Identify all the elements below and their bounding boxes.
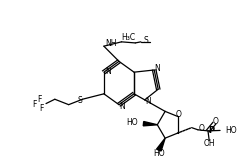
Text: F: F	[37, 95, 42, 104]
Text: N: N	[119, 102, 125, 111]
Text: P: P	[208, 126, 214, 135]
Text: HO: HO	[126, 118, 138, 127]
Text: S: S	[143, 36, 148, 45]
Text: O: O	[213, 117, 219, 126]
Text: N: N	[146, 97, 151, 106]
Text: H₃C: H₃C	[122, 33, 136, 42]
Text: HO: HO	[225, 125, 237, 134]
Text: S: S	[78, 96, 82, 105]
Text: HO: HO	[153, 149, 165, 158]
Text: N: N	[105, 67, 111, 76]
Text: F: F	[32, 100, 37, 109]
Polygon shape	[143, 122, 157, 126]
Text: OH: OH	[204, 139, 215, 148]
Text: F: F	[39, 104, 44, 113]
Text: NH: NH	[106, 39, 117, 48]
Text: O: O	[176, 110, 181, 119]
Text: N: N	[154, 64, 160, 73]
Text: O: O	[198, 124, 204, 133]
Polygon shape	[156, 138, 165, 151]
